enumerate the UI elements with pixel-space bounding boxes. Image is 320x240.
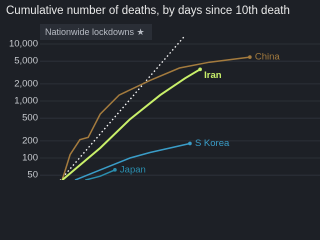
y-tick-label: 5,000 (14, 56, 38, 67)
chart: Cumulative number of deaths, by days sin… (6, 5, 320, 180)
y-tick-label: 50 (27, 170, 38, 180)
end-dot (188, 141, 192, 146)
end-dot (248, 55, 252, 59)
series-line (61, 68, 201, 180)
series-label: Japan (120, 164, 146, 175)
y-tick-label: 2,000 (14, 78, 38, 89)
y-tick-label: 10,000 (9, 39, 38, 50)
y-tick-label: 500 (22, 113, 38, 124)
series-label: China (255, 52, 281, 63)
series-label: Iran (204, 70, 222, 81)
end-dot (113, 168, 117, 172)
y-tick-label: 1,000 (14, 96, 38, 107)
annotation-box (40, 24, 152, 40)
series-line (74, 142, 191, 180)
annotation: Nationwide lockdowns ★ (45, 27, 145, 37)
y-tick-label: 200 (22, 135, 38, 146)
chart-title: Cumulative number of deaths, by days sin… (6, 5, 290, 17)
y-tick-label: 100 (22, 153, 38, 164)
series-label: S Korea (195, 138, 230, 149)
series-line (85, 169, 116, 180)
end-dot (198, 67, 202, 72)
series-line (61, 56, 250, 180)
